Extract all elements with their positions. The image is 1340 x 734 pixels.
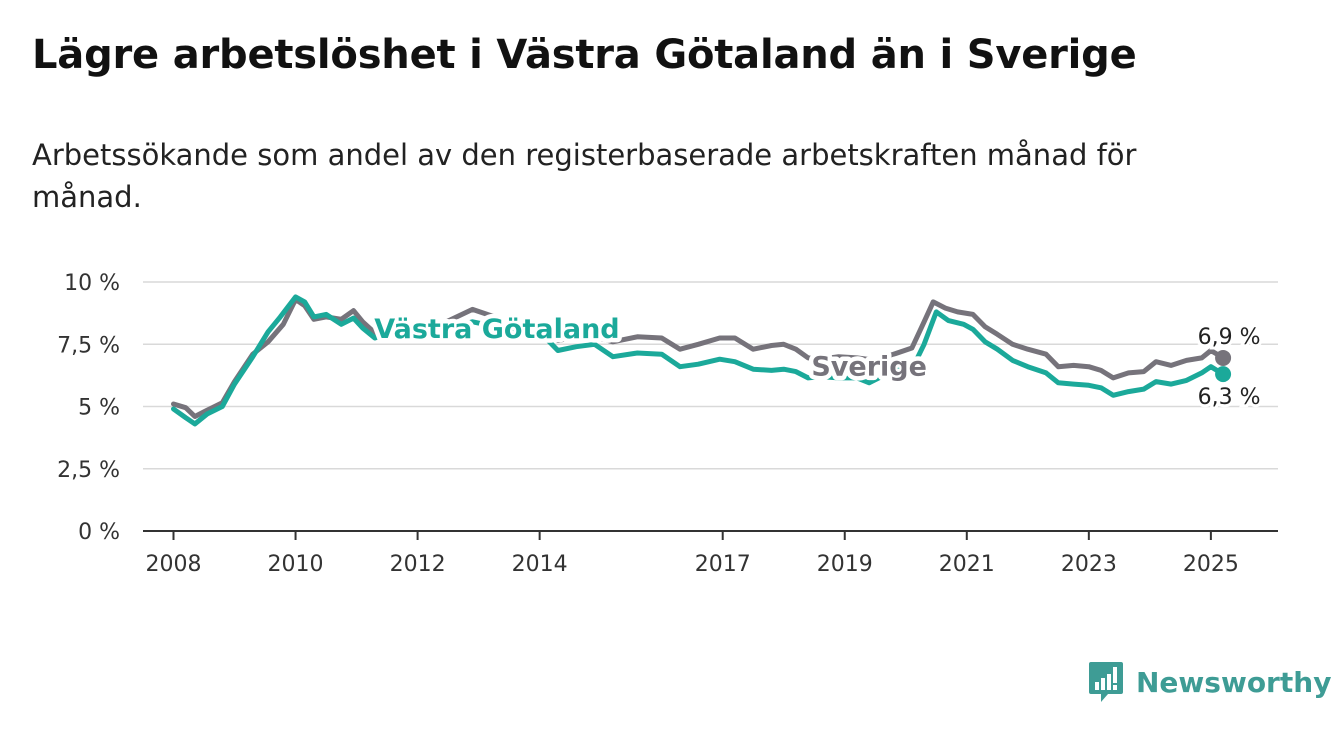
x-tick-label: 2019: [817, 552, 873, 577]
series-label-sverige: Sverige: [811, 351, 927, 382]
brand-name: Newsworthy: [1136, 665, 1332, 699]
x-tick-label: 2025: [1183, 552, 1239, 577]
page-title: Lägre arbetslöshet i Västra Götaland än …: [32, 32, 1137, 78]
x-tick-label: 2023: [1061, 552, 1117, 577]
series-end-point: [1215, 349, 1232, 366]
series-end-point: [1215, 366, 1232, 383]
x-tick-label: 2017: [695, 552, 751, 577]
y-tick-label: 5 %: [78, 396, 120, 421]
series-label-vastra-gotaland: Västra Götaland: [374, 314, 619, 345]
y-tick-label: 2,5 %: [57, 458, 120, 483]
y-tick-label: 0 %: [78, 520, 120, 545]
x-tick-label: 2008: [146, 552, 202, 577]
x-tick-label: 2012: [390, 552, 446, 577]
series-end-label: 6,3 %: [1198, 385, 1261, 410]
page-subtitle: Arbetssökande som andel av den registerb…: [32, 138, 1137, 214]
bar-chart-icon: [1089, 662, 1123, 702]
y-tick-label: 7,5 %: [57, 333, 120, 358]
x-tick-label: 2010: [268, 552, 324, 577]
x-tick-label: 2014: [512, 552, 568, 577]
series-line-vastra-gotaland: [171, 294, 1226, 427]
x-tick-label: 2021: [939, 552, 995, 577]
y-tick-label: 10 %: [64, 271, 120, 296]
line-chart: 0 % 2,5 % 5 % 7,5 % 10 % 2008 2010 2012 2014 2017…: [57, 271, 1278, 577]
brand-logo: Newsworthy: [1088, 660, 1331, 704]
series-end-label: 6,9 %: [1198, 325, 1261, 350]
